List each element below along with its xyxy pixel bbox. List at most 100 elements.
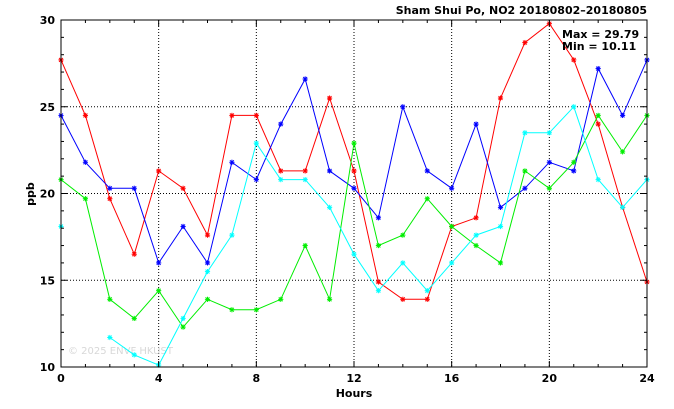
data-point-stroke (180, 185, 186, 191)
data-point (497, 260, 504, 266)
data-point-stroke (400, 260, 406, 266)
data-point-stroke (302, 168, 308, 174)
data-point (131, 251, 137, 257)
min-label: Min = 10.11 (562, 40, 636, 53)
data-point-stroke (473, 121, 479, 127)
data-point-stroke (254, 177, 259, 182)
y-tick-label: 25 (40, 101, 55, 114)
data-point (82, 112, 89, 119)
data-point-stroke (302, 177, 308, 182)
data-point-stroke (473, 243, 479, 248)
data-point-stroke (571, 104, 577, 110)
data-point-stroke (131, 185, 137, 191)
data-point-stroke (473, 215, 479, 221)
data-point (497, 204, 504, 210)
data-point (302, 177, 308, 183)
data-point-stroke (205, 260, 210, 266)
data-point-stroke (229, 307, 235, 313)
data-point (204, 296, 211, 302)
data-point (522, 130, 528, 136)
data-point (278, 177, 284, 183)
data-point (82, 159, 89, 165)
x-tick-label: 0 (57, 372, 65, 385)
data-point (302, 242, 308, 249)
data-point-stroke (620, 149, 625, 155)
data-point-stroke (327, 205, 332, 210)
data-point-stroke (156, 288, 161, 293)
data-point (131, 352, 137, 358)
data-point (400, 260, 406, 266)
data-point-stroke (180, 324, 186, 330)
data-point-stroke (498, 95, 503, 101)
data-point (278, 296, 284, 302)
data-point (229, 159, 235, 165)
data-point (351, 140, 357, 146)
data-point (229, 307, 235, 313)
data-point (546, 130, 552, 136)
data-point (156, 168, 162, 174)
series-1 (58, 57, 650, 266)
data-point-stroke (83, 113, 88, 118)
data-point (278, 121, 284, 127)
data-point-stroke (522, 130, 528, 136)
data-point (595, 65, 601, 72)
data-point-stroke (424, 196, 430, 202)
data-point-stroke (424, 168, 430, 174)
data-point-stroke (83, 159, 88, 165)
data-point (180, 324, 186, 330)
data-point (375, 215, 382, 221)
tick-layer: 0 4 8 12 16 20 24 10 15 20 25 30 (40, 14, 655, 385)
data-point-stroke (522, 40, 528, 45)
data-point (375, 279, 382, 285)
data-point (571, 104, 577, 110)
data-point (571, 159, 577, 165)
data-point-stroke (156, 168, 161, 174)
data-point-stroke (107, 335, 113, 340)
data-point (619, 112, 626, 119)
data-point (619, 204, 626, 210)
data-point (473, 215, 479, 221)
data-point (204, 232, 211, 238)
data-point (326, 296, 333, 302)
data-point-stroke (254, 113, 259, 118)
data-point (473, 121, 479, 127)
x-tick-label: 16 (444, 372, 460, 385)
max-label: Max = 29.79 (562, 28, 639, 41)
data-point-stroke (107, 297, 113, 302)
data-point (253, 307, 259, 313)
data-point (424, 196, 430, 202)
data-point (449, 185, 455, 191)
data-point-stroke (254, 140, 259, 146)
data-point (473, 232, 479, 238)
data-point (375, 288, 382, 294)
data-point-stroke (400, 232, 406, 238)
data-point (107, 185, 113, 191)
data-point (522, 185, 528, 191)
data-point-stroke (522, 185, 528, 191)
grid-layer (61, 20, 647, 367)
data-point-stroke (498, 224, 503, 229)
data-point (571, 168, 577, 174)
data-point (156, 260, 162, 266)
data-point-stroke (376, 215, 381, 221)
series-3 (58, 104, 650, 368)
data-point-stroke (229, 113, 235, 118)
data-point (424, 288, 430, 294)
data-point-stroke (229, 159, 235, 165)
data-point (278, 168, 284, 174)
data-point (253, 177, 259, 183)
data-point-stroke (351, 251, 357, 257)
data-point-stroke (376, 279, 381, 285)
data-point (229, 232, 235, 238)
data-point-stroke (449, 224, 454, 229)
data-point (351, 251, 357, 257)
data-point (82, 196, 89, 202)
data-point-stroke (473, 232, 479, 238)
data-point (619, 149, 626, 155)
data-point (400, 232, 406, 238)
x-tick-label: 8 (253, 372, 261, 385)
data-point (424, 296, 430, 302)
data-point-stroke (424, 288, 430, 293)
data-point-stroke (83, 196, 88, 202)
data-point-stroke (180, 316, 186, 321)
